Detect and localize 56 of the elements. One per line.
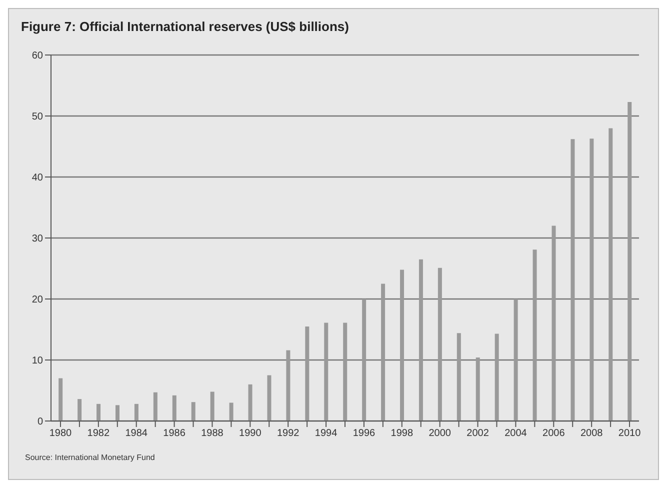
bar bbox=[248, 384, 252, 421]
bar bbox=[362, 299, 366, 421]
bar bbox=[418, 259, 423, 421]
x-tick-label: 2002 bbox=[466, 428, 490, 440]
bar bbox=[570, 139, 575, 421]
bar bbox=[494, 334, 499, 421]
y-tick-label: 10 bbox=[32, 356, 44, 367]
bar bbox=[590, 138, 594, 421]
y-tick-label: 50 bbox=[32, 112, 44, 123]
x-tick-label: 2004 bbox=[504, 428, 528, 440]
bar bbox=[267, 375, 272, 421]
x-tick-label: 1990 bbox=[239, 428, 262, 440]
bar bbox=[628, 102, 632, 421]
x-tick-label: 1992 bbox=[276, 428, 300, 440]
bar bbox=[134, 404, 138, 421]
x-tick-label: 2008 bbox=[580, 428, 604, 440]
x-tick-label: 1998 bbox=[390, 428, 414, 440]
bar bbox=[305, 326, 310, 421]
x-tick-label: 2006 bbox=[542, 428, 566, 440]
bar bbox=[286, 350, 290, 421]
bar bbox=[172, 395, 176, 421]
x-tick-label: 1986 bbox=[163, 428, 186, 440]
bar bbox=[476, 358, 480, 421]
y-tick-label: 0 bbox=[37, 416, 44, 428]
x-tick-label: 2010 bbox=[618, 428, 642, 440]
bar bbox=[400, 270, 404, 421]
bar bbox=[115, 405, 120, 421]
bar bbox=[210, 392, 214, 421]
y-tick-label: 60 bbox=[32, 50, 44, 62]
x-tick-label: 1994 bbox=[314, 428, 338, 440]
source-note: Source: International Monetary Fund bbox=[25, 453, 155, 462]
bar bbox=[438, 268, 442, 421]
x-tick-label: 1982 bbox=[87, 428, 110, 440]
y-tick-label: 30 bbox=[32, 234, 44, 245]
bar bbox=[58, 378, 63, 421]
bar bbox=[343, 322, 348, 421]
bar bbox=[608, 128, 613, 421]
bar bbox=[456, 333, 461, 421]
x-tick-label: 1996 bbox=[352, 428, 376, 440]
bar bbox=[532, 250, 537, 421]
bar bbox=[153, 392, 158, 421]
bar bbox=[96, 404, 101, 421]
bar bbox=[552, 226, 556, 421]
bar bbox=[229, 402, 234, 421]
x-tick-label: 1988 bbox=[201, 428, 224, 440]
bar bbox=[191, 402, 196, 421]
x-tick-label: 1980 bbox=[49, 428, 72, 440]
chart-title: Figure 7: Official International reserves (US$ billions) bbox=[21, 19, 349, 34]
bar bbox=[514, 299, 518, 421]
bar bbox=[381, 284, 386, 421]
bar bbox=[324, 322, 328, 421]
bar bbox=[78, 399, 82, 421]
y-tick-label: 40 bbox=[32, 172, 44, 184]
x-tick-label: 2000 bbox=[428, 428, 452, 440]
y-tick-label: 20 bbox=[32, 294, 44, 306]
x-tick-label: 1984 bbox=[125, 428, 148, 440]
